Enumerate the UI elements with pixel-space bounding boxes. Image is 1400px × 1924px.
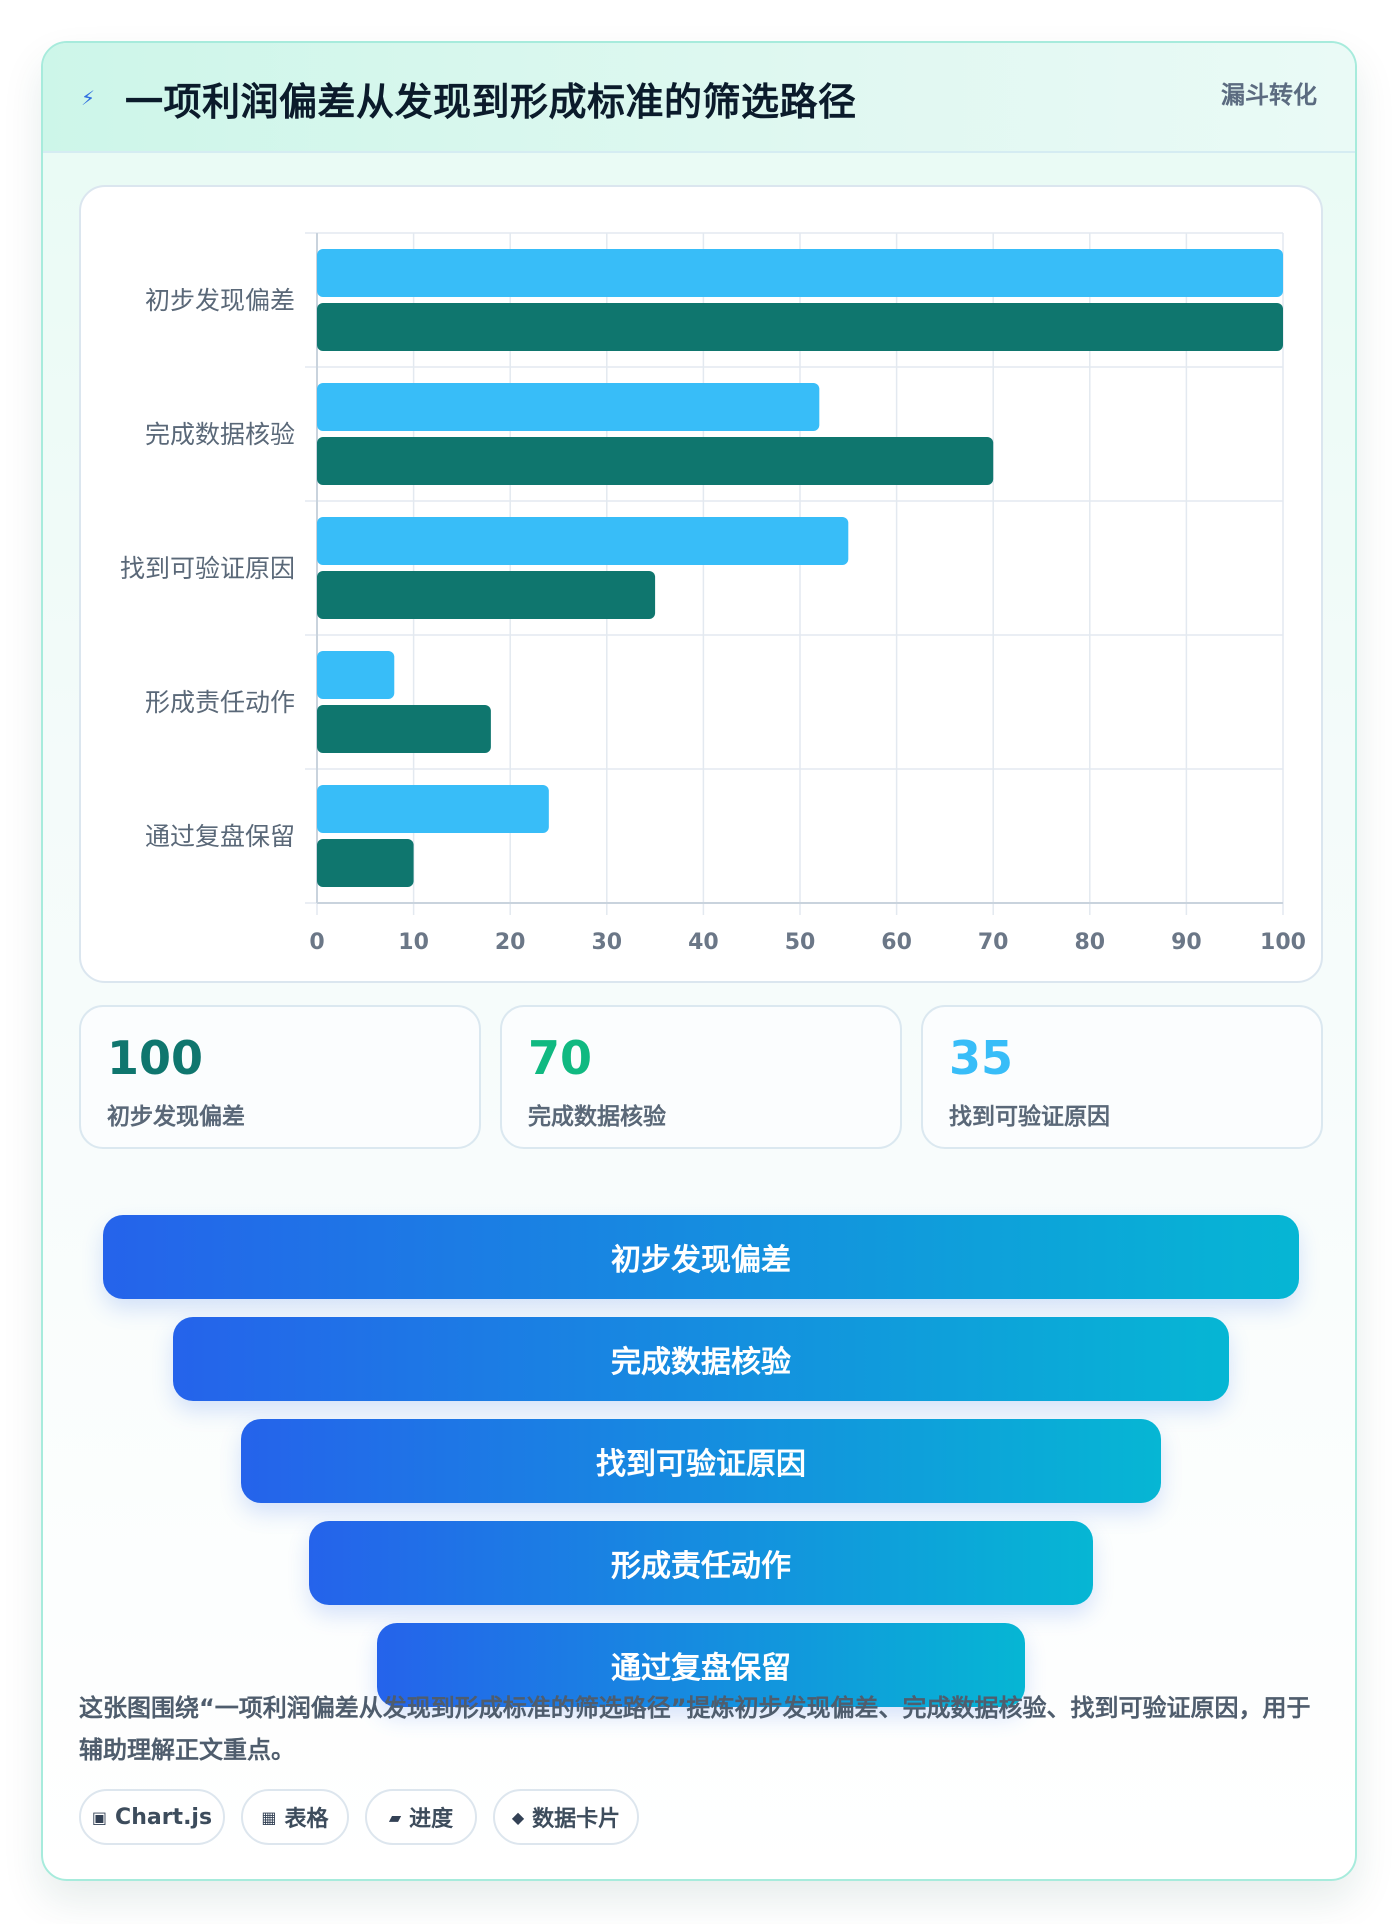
- chip-label: 进度: [409, 1807, 454, 1832]
- bar-series-1: [317, 651, 395, 699]
- x-tick-label: 80: [1074, 930, 1105, 955]
- funnel-step-1: 初步发现偏差: [103, 1215, 1299, 1299]
- chip-label: 表格: [284, 1807, 329, 1832]
- x-tick-label: 50: [785, 930, 816, 955]
- page-title: 一项利润偏差从发现到形成标准的筛选路径: [125, 80, 857, 124]
- x-tick-label: 20: [495, 930, 526, 955]
- kpi-label: 初步发现偏差: [107, 1104, 245, 1130]
- funnel-step-4: 形成责任动作: [309, 1521, 1093, 1605]
- x-tick-label: 30: [591, 930, 622, 955]
- funnel-step-label: 形成责任动作: [611, 1549, 791, 1584]
- funnel-step-label: 完成数据核验: [611, 1345, 791, 1380]
- bar-series-2: [317, 839, 414, 887]
- x-tick-label: 10: [398, 930, 429, 955]
- bar-series-1: [317, 517, 849, 565]
- x-tick-label: 40: [688, 930, 719, 955]
- chip-label: 数据卡片: [532, 1807, 621, 1832]
- bar-series-2: [317, 571, 656, 619]
- bar-series-2: [317, 705, 491, 753]
- lightning-icon: ⚡: [81, 86, 96, 110]
- kpi-value: 100: [107, 1031, 204, 1085]
- funnel-step-3: 找到可验证原因: [241, 1419, 1161, 1503]
- card-header: ⚡ 一项利润偏差从发现到形成标准的筛选路径 漏斗转化: [43, 43, 1355, 153]
- funnel-step-5: 通过复盘保留: [377, 1623, 1025, 1707]
- x-tick-label: 60: [881, 930, 912, 955]
- funnel-step-label: 初步发现偏差: [611, 1243, 791, 1278]
- diamond-icon: ◆: [511, 1807, 525, 1827]
- bar-series-1: [317, 249, 1283, 297]
- kpi-label: 找到可验证原因: [949, 1104, 1110, 1130]
- bar-series-1: [317, 383, 820, 431]
- table-icon: ▦: [261, 1807, 277, 1827]
- bar-series-2: [317, 437, 994, 485]
- chip-table[interactable]: ▦ 表格: [241, 1789, 349, 1845]
- chip-chartjs[interactable]: ▣ Chart.js: [79, 1789, 225, 1845]
- kpi-card-1: 100 初步发现偏差: [79, 1005, 481, 1149]
- funnel-step-2: 完成数据核验: [173, 1317, 1229, 1401]
- chip-square-icon: ▣: [91, 1807, 108, 1827]
- category-label: 找到可验证原因: [120, 554, 295, 583]
- bar-series-2: [317, 303, 1283, 351]
- category-tag: 漏斗转化: [1221, 81, 1317, 109]
- infographic-card: ⚡ 一项利润偏差从发现到形成标准的筛选路径 漏斗转化 0 10 20 30 40 50 60…: [41, 41, 1357, 1881]
- chip-label: Chart.js: [115, 1804, 213, 1830]
- x-tick-label: 70: [978, 930, 1009, 955]
- chip-progress[interactable]: ▰ 进度: [365, 1789, 477, 1845]
- kpi-label: 完成数据核验: [528, 1104, 666, 1130]
- kpi-row: 100 初步发现偏差 70 完成数据核验 35 找到可验证原因: [79, 1005, 1323, 1149]
- kpi-card-3: 35 找到可验证原因: [921, 1005, 1323, 1149]
- category-label: 完成数据核验: [145, 420, 295, 449]
- bar-series-1: [317, 785, 549, 833]
- funnel-step-label: 通过复盘保留: [611, 1651, 791, 1686]
- bar-chart: 0 10 20 30 40 50 60 70 80 90 100 初步发现偏差完成数据核验找到可验证原…: [120, 232, 1306, 955]
- kpi-value: 70: [528, 1031, 593, 1085]
- kpi-card-2: 70 完成数据核验: [500, 1005, 902, 1149]
- funnel-step-label: 找到可验证原因: [596, 1447, 806, 1482]
- x-tick-label: 100: [1260, 930, 1306, 955]
- category-label: 形成责任动作: [145, 688, 295, 717]
- kpi-value: 35: [949, 1031, 1014, 1085]
- description-text: 这张图围绕“一项利润偏差从发现到形成标准的筛选路径”提炼初步发现偏差、完成数据核…: [79, 1694, 1311, 1764]
- category-label: 通过复盘保留: [145, 822, 295, 851]
- x-tick-label: 0: [309, 930, 324, 955]
- x-tick-label: 90: [1171, 930, 1202, 955]
- chart-panel: 0 10 20 30 40 50 60 70 80 90 100 初步发现偏差 完成数据核验找到可验证原…: [79, 185, 1323, 983]
- category-label: 初步发现偏差: [145, 286, 295, 315]
- progress-icon: ▰: [388, 1807, 402, 1827]
- chip-data-card[interactable]: ◆ 数据卡片: [493, 1789, 639, 1845]
